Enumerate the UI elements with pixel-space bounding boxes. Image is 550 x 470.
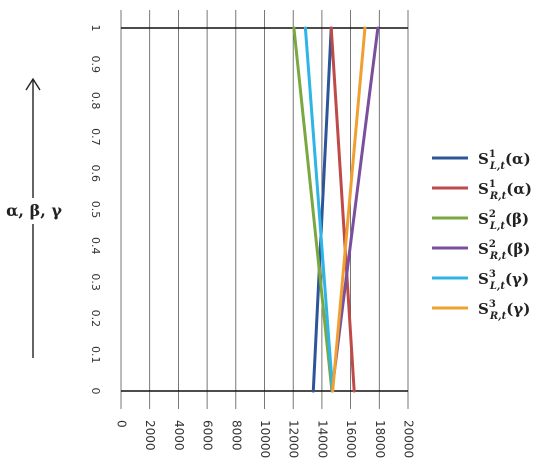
legend-label: S1 R,t(α) (478, 179, 532, 202)
legend-label: S1 L,t(α) (478, 149, 531, 172)
boundary-lines (121, 27, 408, 392)
series-line-5 (303, 26, 335, 393)
x-tick-label: 2000 (143, 420, 157, 451)
y-axis-label-text: α, β, γ (6, 201, 62, 220)
grid (120, 10, 409, 409)
series-line-6 (331, 26, 367, 393)
legend-label: S2 R,t(β) (478, 239, 530, 262)
series-line-3 (292, 26, 334, 393)
series-line-2 (329, 26, 356, 393)
y-tick-label: 0.5 (89, 201, 102, 219)
legend-label: S3 L,t(γ) (478, 269, 529, 292)
x-tick-label: 4000 (172, 420, 186, 451)
x-tick-label: 10000 (258, 420, 272, 458)
y-tick-label: 0.2 (89, 310, 102, 328)
y-tick-label: 0.1 (89, 346, 102, 364)
y-tick-label: 0.9 (89, 56, 102, 74)
series-line-1 (311, 26, 333, 393)
y-tick-label: 0.7 (89, 128, 102, 146)
x-tick-label: 0 (115, 420, 129, 428)
x-tick-label: 8000 (229, 420, 243, 451)
x-tick-label: 12000 (287, 420, 301, 458)
y-axis-label: α, β, γ (2, 77, 66, 358)
y-tick-label: 0.8 (89, 92, 102, 110)
y-tick-label: 0.6 (89, 164, 102, 182)
legend-label: S2 L,t(β) (478, 209, 529, 232)
y-tick-label: 0.3 (89, 273, 102, 291)
y-axis-arrowhead (25, 77, 41, 91)
x-tick-label: 20000 (402, 420, 416, 458)
series-lines (292, 26, 380, 393)
x-tick-label: 18000 (373, 420, 387, 458)
x-tick-label: 14000 (315, 420, 329, 458)
legend-label: S3 R,t(γ) (478, 299, 530, 322)
x-ticks: 0 2000 4000 6000 8000 10000 12000 14000 16000 180… (115, 420, 416, 458)
y-tick-label: 1 (89, 25, 102, 32)
legend: S1 L,t(α) S1 R,t(α) S2 L,t(β) S2 R,t(β) S3 L,t(γ)… (432, 149, 532, 322)
series-line-4 (330, 26, 380, 393)
x-tick-label: 6000 (201, 420, 215, 451)
x-tick-label: 16000 (344, 420, 358, 458)
y-tick-label: 0.4 (89, 237, 102, 255)
y-ticks: 0 0.1 0.2 0.3 0.4 0.5 0.6 0.7 0.8 0.9 1 (89, 25, 102, 395)
y-tick-label: 0 (89, 388, 102, 395)
